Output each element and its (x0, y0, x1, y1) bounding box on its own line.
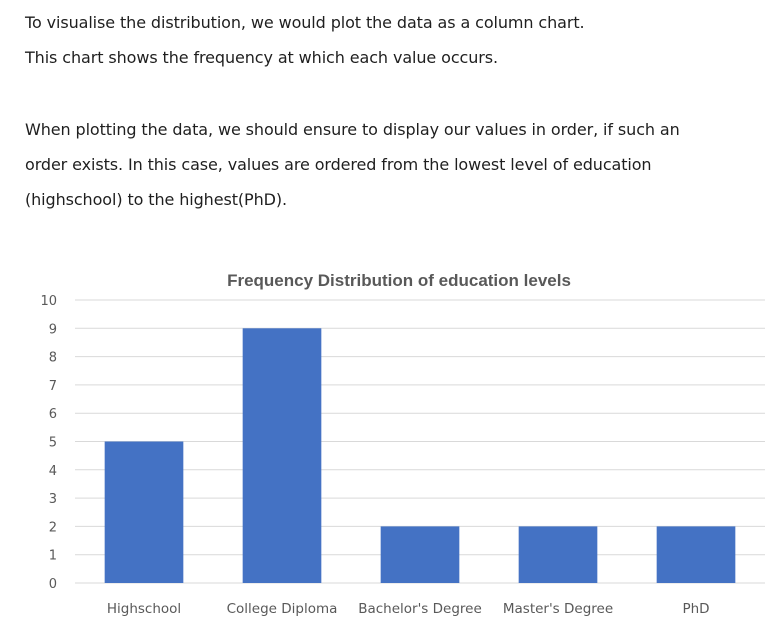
y-tick-label: 2 (49, 520, 57, 535)
y-tick-label: 1 (49, 549, 57, 564)
y-axis-tick-labels: 0 1 2 3 4 5 6 7 8 9 10 (40, 294, 57, 592)
x-category-label: College Diploma (227, 601, 338, 617)
y-tick-label: 0 (49, 577, 57, 592)
x-axis-category-labels: Highschool College Diploma Bachelor's Degr… (107, 601, 710, 617)
gridlines (75, 299, 765, 584)
intro-line-1: To visualise the distribution, we would … (25, 13, 585, 32)
y-tick-label: 7 (49, 379, 57, 394)
bars (104, 328, 736, 583)
intro-paragraph: To visualise the distribution, we would … (25, 5, 585, 75)
bar-bachelor-s-degree (380, 526, 460, 583)
bar-master-s-degree (518, 526, 598, 583)
ordering-line-2: order exists. In this case, values are o… (25, 155, 652, 174)
ordering-line-1: When plotting the data, we should ensure… (25, 120, 680, 139)
y-tick-label: 10 (40, 294, 57, 309)
chart-title: Frequency Distribution of education leve… (227, 271, 571, 290)
bar-phd (656, 526, 736, 583)
intro-line-2: This chart shows the frequency at which … (25, 48, 498, 67)
x-category-label: Highschool (107, 601, 181, 617)
x-category-label: Master's Degree (503, 601, 613, 617)
x-category-label: Bachelor's Degree (358, 601, 482, 617)
bar-highschool (104, 441, 184, 583)
x-category-label: PhD (682, 601, 709, 617)
ordering-paragraph: When plotting the data, we should ensure… (25, 112, 680, 217)
y-tick-label: 8 (49, 351, 57, 366)
y-tick-label: 5 (49, 436, 57, 451)
y-tick-label: 4 (49, 464, 57, 479)
ordering-line-3: (highschool) to the highest(PhD). (25, 190, 287, 209)
y-tick-label: 9 (49, 322, 57, 337)
bar-college-diploma (242, 328, 322, 583)
education-frequency-chart: Frequency Distribution of education leve… (40, 271, 765, 617)
y-tick-label: 6 (49, 407, 57, 422)
y-tick-label: 3 (49, 492, 57, 507)
